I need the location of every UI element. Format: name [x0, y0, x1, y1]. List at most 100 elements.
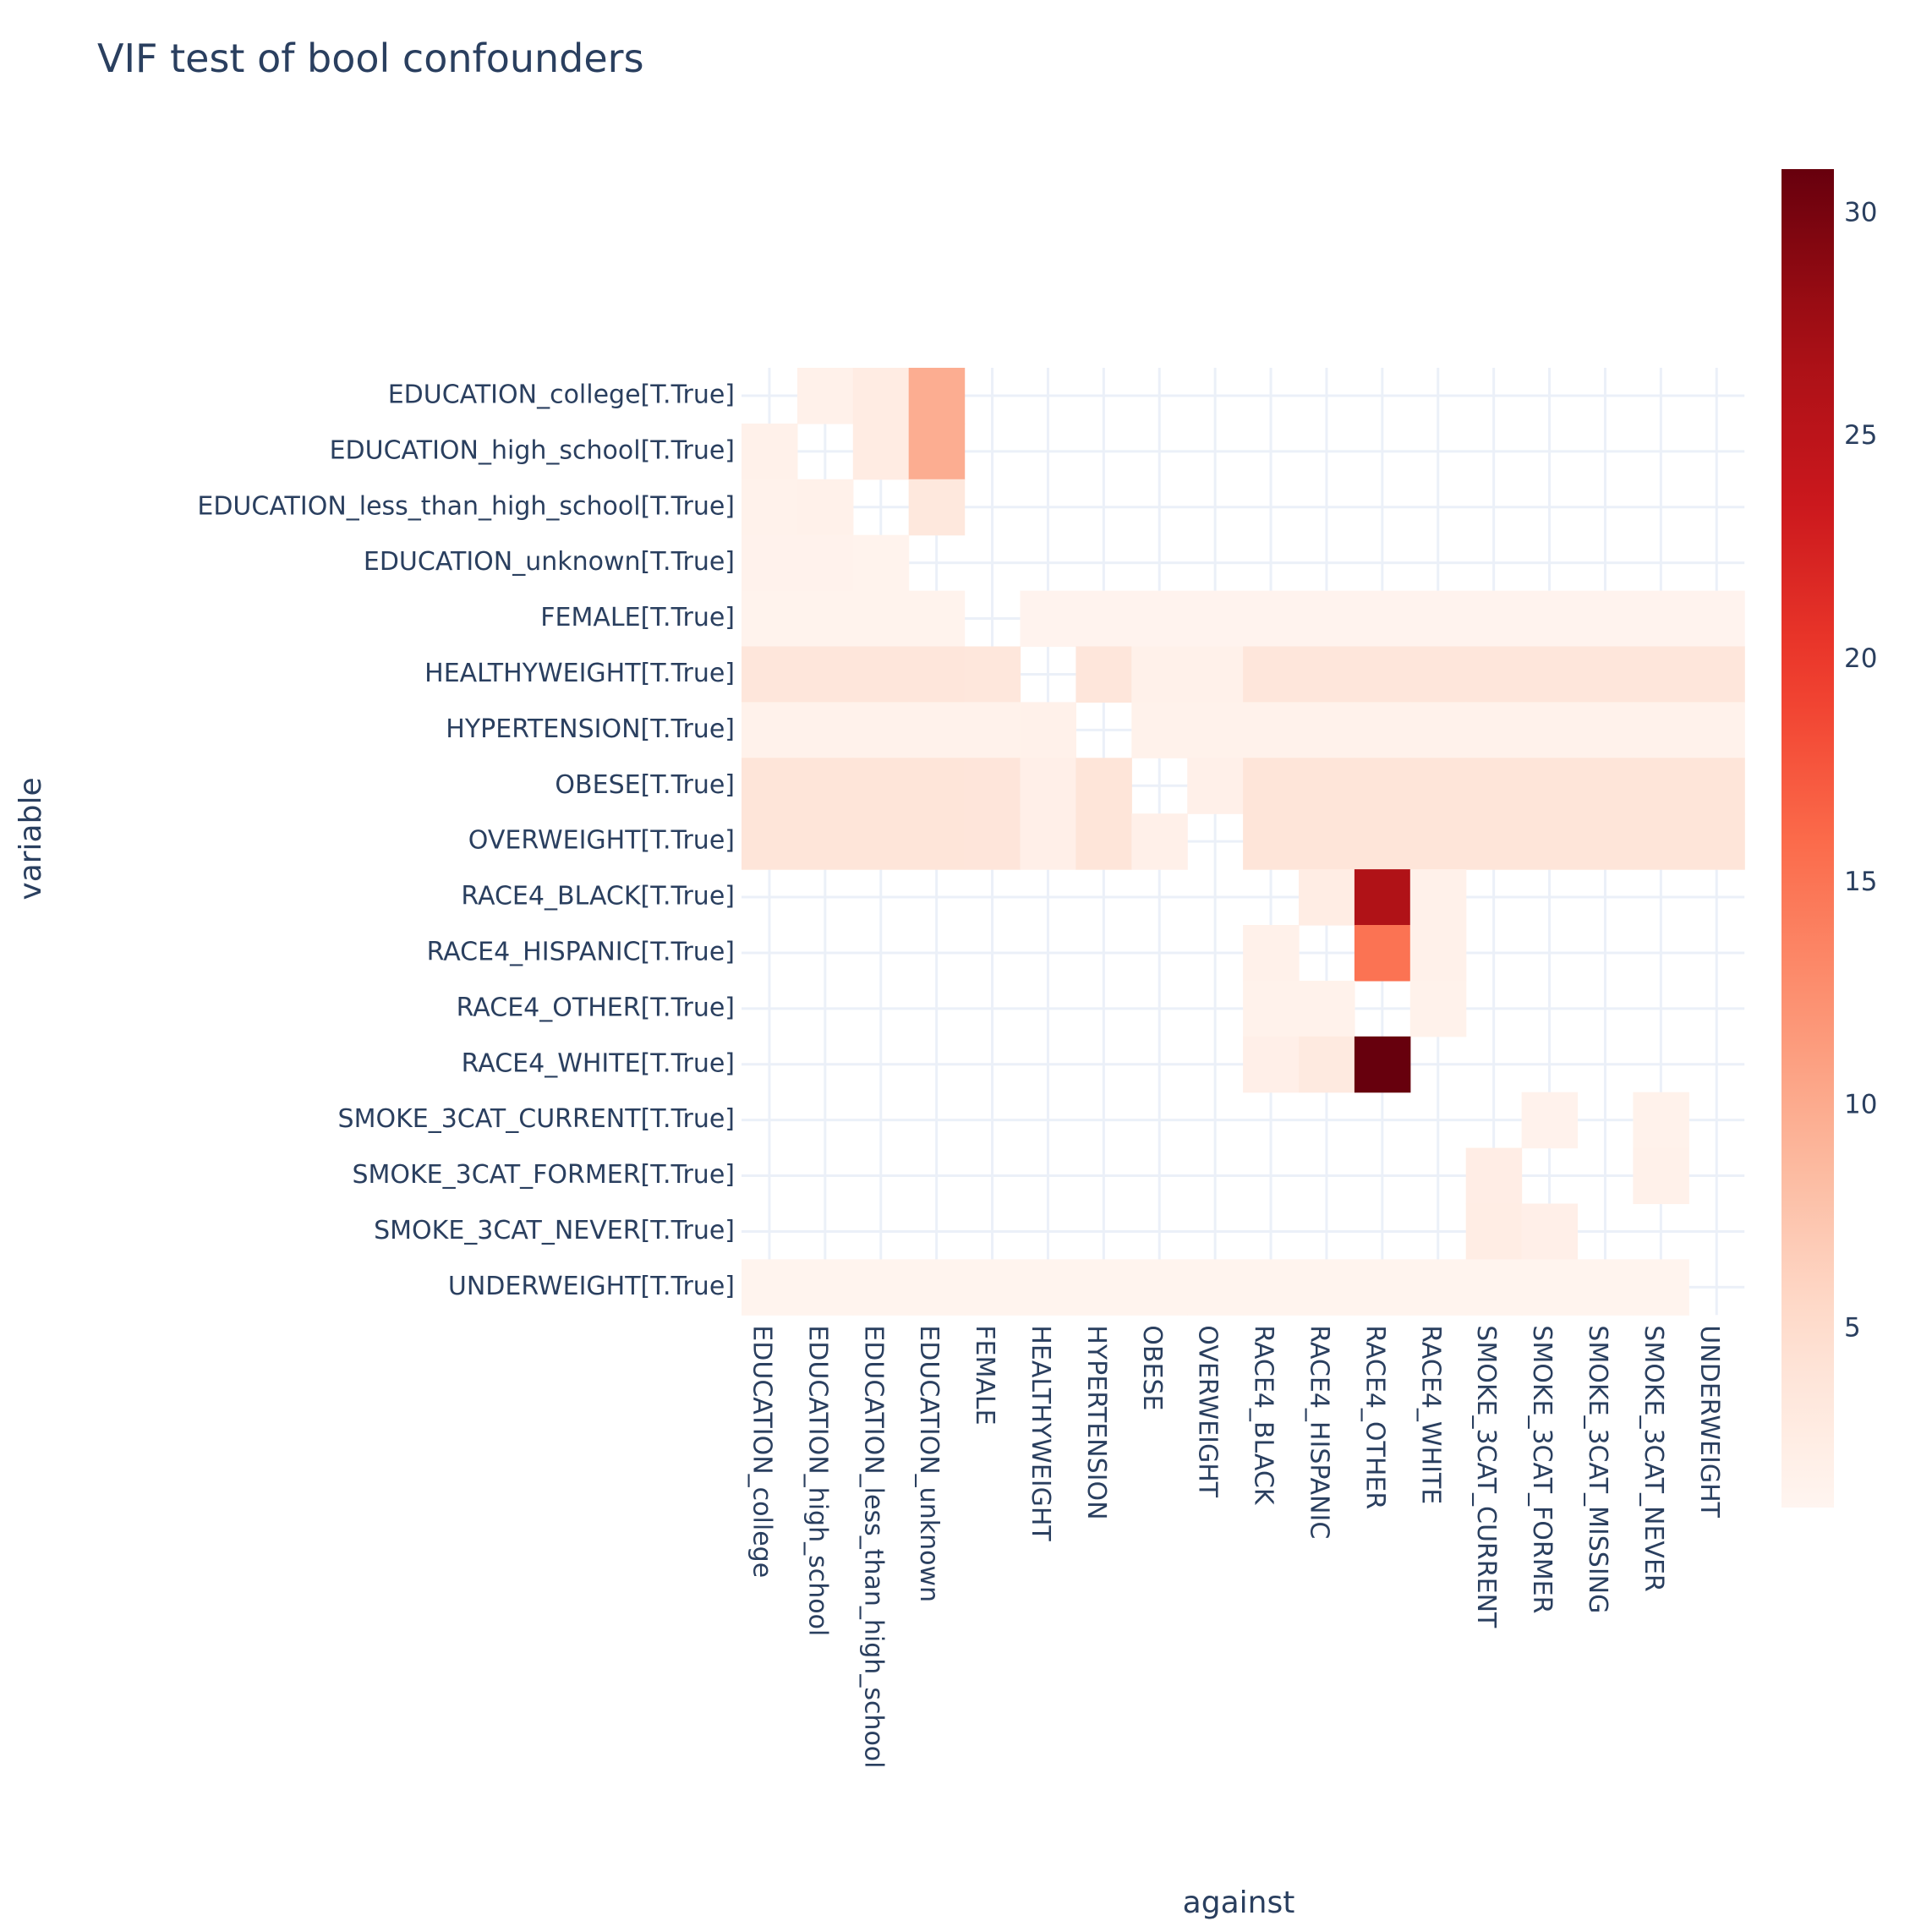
heatmap-cell [964, 702, 1021, 758]
heatmap-cell [852, 702, 910, 758]
heatmap-cell [1465, 1259, 1523, 1316]
heatmap-cell [1688, 813, 1745, 870]
heatmap-cell [1577, 813, 1634, 870]
heatmap-cell [1633, 1259, 1689, 1316]
heatmap-cell [1409, 925, 1467, 982]
heatmap-cells [742, 368, 1745, 1316]
heatmap-cell [852, 813, 910, 870]
heatmap-cell [1521, 590, 1579, 648]
heatmap-cell [1521, 813, 1579, 870]
heatmap-cell [1243, 702, 1300, 758]
heatmap-cell [1633, 1092, 1689, 1149]
heatmap-cell [1075, 758, 1132, 814]
x-tick-label: EDUCATION_college [747, 1325, 777, 1578]
heatmap-cell [796, 1259, 854, 1316]
heatmap-cell [1243, 1036, 1300, 1093]
x-tick-label: FEMALE [970, 1325, 999, 1425]
heatmap-cell [1633, 758, 1689, 814]
heatmap-cell [1243, 758, 1300, 814]
heatmap-cell [1131, 1259, 1188, 1316]
heatmap-cell [1465, 702, 1523, 758]
x-tick-label: RACE4_WHITE [1415, 1325, 1445, 1504]
heatmap-cell [852, 590, 910, 648]
x-tick-label: OBESE [1137, 1325, 1167, 1410]
y-tick-label: RACE4_WHITE[T.True] [462, 1048, 735, 1078]
heatmap-cell [1465, 646, 1523, 703]
heatmap-cell [964, 813, 1021, 870]
heatmap-cell [1354, 702, 1411, 758]
heatmap-cell [1299, 869, 1355, 926]
heatmap-cell [1075, 1259, 1132, 1316]
y-tick-label: RACE4_HISPANIC[T.True] [427, 938, 735, 967]
heatmap-cell [1243, 813, 1300, 870]
y-tick-label: RACE4_OTHER[T.True] [457, 993, 735, 1022]
y-tick-label: SMOKE_3CAT_NEVER[T.True] [374, 1216, 735, 1245]
heatmap-cell [1131, 813, 1188, 870]
heatmap-cell [908, 479, 966, 536]
heatmap-cell [796, 646, 854, 703]
heatmap-cell [964, 646, 1021, 703]
x-tick-label: HYPERTENSION [1081, 1325, 1111, 1519]
y-tick-label: SMOKE_3CAT_FORMER[T.True] [352, 1160, 735, 1190]
heatmap-cell [1577, 646, 1634, 703]
heatmap-cell [1354, 590, 1411, 648]
y-tick-label: OBESE[T.True] [555, 770, 735, 800]
heatmap-cell [1187, 1259, 1244, 1316]
heatmap-cell [796, 534, 854, 592]
heatmap-cell [1020, 590, 1076, 648]
heatmap-cell [1409, 869, 1467, 926]
heatmap-cell [1577, 702, 1634, 758]
y-tick-label: FEMALE[T.True] [540, 603, 735, 632]
heatmap-cell [1577, 1259, 1634, 1316]
heatmap-cell [852, 368, 910, 424]
heatmap-cell [1521, 1092, 1579, 1149]
heatmap-cell [1020, 813, 1076, 870]
heatmap-cell [1187, 758, 1244, 814]
x-tick-label: RACE4_HISPANIC [1305, 1325, 1334, 1539]
colorbar-tick-label: 5 [1844, 1312, 1861, 1343]
heatmap-cell [1243, 1259, 1300, 1316]
heatmap-cell [1131, 702, 1188, 758]
heatmap-cell [1187, 646, 1244, 703]
heatmap-cell [1465, 758, 1523, 814]
heatmap-cell [1409, 590, 1467, 648]
heatmap-cell [908, 702, 966, 758]
heatmap-cell [1354, 646, 1411, 703]
x-tick-label: RACE4_BLACK [1249, 1325, 1278, 1506]
heatmap-cell [1243, 646, 1300, 703]
heatmap-cell [742, 534, 798, 592]
heatmap-cell [742, 423, 798, 480]
x-tick-label: SMOKE_3CAT_CURRENT [1471, 1325, 1501, 1628]
heatmap-cell [796, 702, 854, 758]
heatmap-cell [1521, 702, 1579, 758]
heatmap-cell [1521, 1259, 1579, 1316]
heatmap-cell [1409, 646, 1467, 703]
heatmap-cell [852, 423, 910, 480]
heatmap-cell [1075, 646, 1132, 703]
y-tick-label: EDUCATION_college[T.True] [388, 380, 735, 409]
heatmap-cell [1131, 590, 1188, 648]
heatmap-cell [1577, 758, 1634, 814]
heatmap-cell [1299, 758, 1355, 814]
heatmap-cell [908, 813, 966, 870]
heatmap-cell [1633, 702, 1689, 758]
heatmap-cell [1521, 758, 1579, 814]
heatmap-cell [796, 590, 854, 648]
heatmap-cell [1465, 813, 1523, 870]
chart-title: VIF test of bool confounders [97, 36, 644, 81]
heatmap-cell [908, 1259, 966, 1316]
x-tick-label: OVERWEIGHT [1193, 1325, 1223, 1497]
y-tick-label: EDUCATION_less_than_high_school[T.True] [197, 491, 735, 521]
heatmap-cell [742, 479, 798, 536]
heatmap-cell [742, 813, 798, 870]
heatmap-cell [796, 758, 854, 814]
heatmap-cell [1075, 590, 1132, 648]
y-tick-label: SMOKE_3CAT_CURRENT[T.True] [338, 1104, 735, 1134]
heatmap-cell [964, 1259, 1021, 1316]
y-tick-label: OVERWEIGHT[T.True] [468, 826, 735, 856]
heatmap-cell [1521, 646, 1579, 703]
heatmap-cell [1299, 980, 1355, 1037]
y-tick-label: UNDERWEIGHT[T.True] [448, 1272, 735, 1301]
x-tick-label: EDUCATION_unknown [914, 1325, 944, 1602]
